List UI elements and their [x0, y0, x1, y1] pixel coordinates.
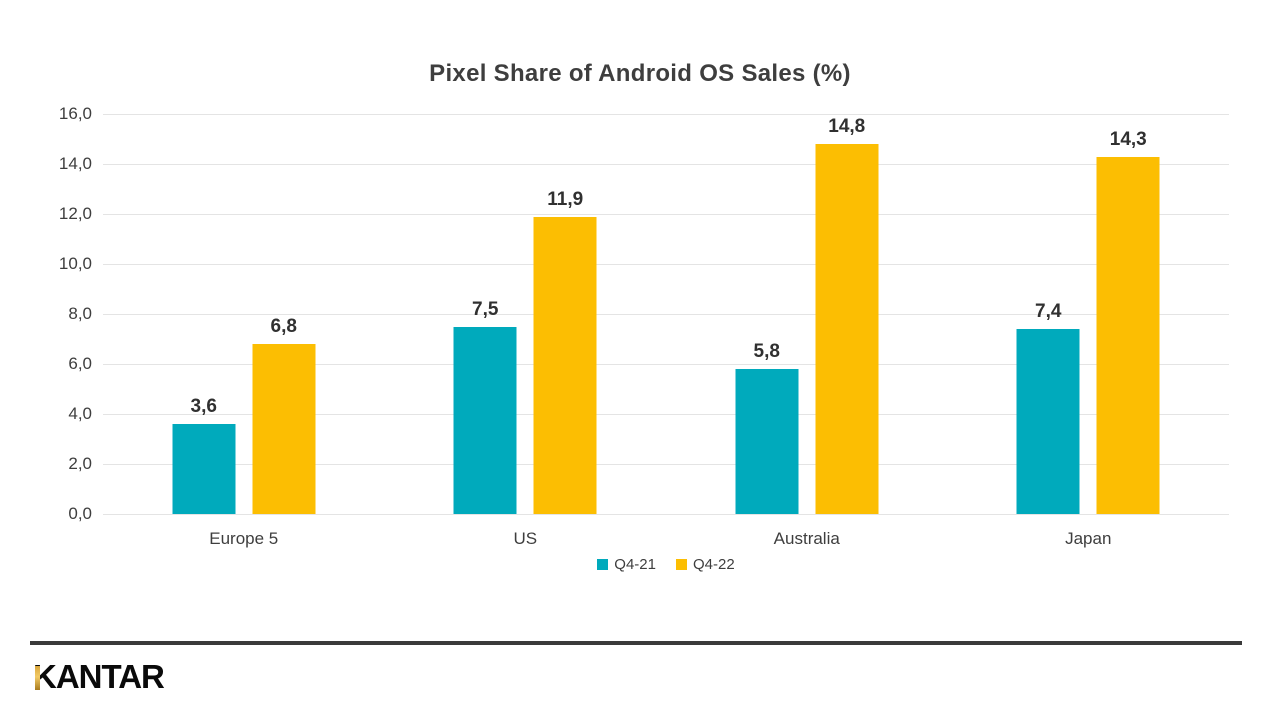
- chart-legend: Q4-21 Q4-22: [103, 556, 1229, 573]
- legend-label: Q4-22: [693, 556, 735, 573]
- legend-swatch-icon: [597, 559, 609, 570]
- bar-q4-22-us: 11,9: [533, 189, 597, 514]
- y-axis-tick-label: 0,0: [68, 504, 92, 523]
- y-axis-tick-label: 12,0: [58, 204, 92, 223]
- gridline: [103, 364, 1229, 365]
- y-axis-tick-label: 10,0: [58, 254, 92, 273]
- bar-q4-21-japan: 7,4: [1016, 301, 1080, 514]
- bar-value-label: 11,9: [547, 188, 584, 210]
- y-axis-tick-label: 16,0: [58, 104, 92, 123]
- bar-q4-21-australia: 5,8: [735, 341, 799, 514]
- gridline: [103, 464, 1229, 465]
- bar-q4-22-australia: 14,8: [815, 116, 879, 514]
- gridline: [103, 314, 1229, 315]
- kantar-logo-gold-stem-icon: [35, 666, 40, 690]
- x-axis-category-label-europe-5: Europe 5: [209, 529, 279, 548]
- y-axis-tick-label: 6,0: [68, 354, 92, 373]
- y-axis-tick-label: 8,0: [68, 304, 92, 323]
- legend-item-q4-21: Q4-21: [597, 556, 656, 573]
- bar-value-label: 6,8: [270, 316, 297, 337]
- legend-item-q4-22: Q4-22: [676, 556, 735, 573]
- gridline: [103, 414, 1229, 415]
- bar-q4-21-us: 7,5: [453, 299, 517, 514]
- footer-divider: [30, 641, 1242, 645]
- bar-value-label: 3,6: [190, 396, 217, 417]
- kantar-logo-text: KANTAR: [33, 658, 165, 695]
- gridline: [103, 214, 1229, 215]
- bar-value-label: 5,8: [753, 341, 780, 362]
- gridline: [103, 114, 1229, 115]
- bar-value-label: 14,3: [1109, 128, 1147, 150]
- bar-value-label: 7,5: [472, 298, 499, 320]
- x-axis-category-label-japan: Japan: [1065, 529, 1112, 548]
- legend-label: Q4-21: [614, 556, 656, 573]
- plot-area: 3,6 6,8 7,5 11,9 5,8 14,8 7,4 14,3: [103, 114, 1229, 515]
- bar-value-label: 14,8: [828, 116, 866, 137]
- bar-q4-21-europe-5: 3,6: [172, 396, 236, 514]
- y-axis-tick-label: 4,0: [68, 404, 92, 423]
- bar-q4-22-japan: 14,3: [1096, 129, 1160, 514]
- legend-swatch-icon: [676, 559, 687, 570]
- bar-group-australia: 5,8 14,8: [735, 116, 879, 514]
- bar-q4-22-europe-5: 6,8: [252, 316, 316, 514]
- y-axis-tick-label: 2,0: [68, 454, 92, 473]
- gridline: [103, 264, 1229, 265]
- chart-title: Pixel Share of Android OS Sales (%): [429, 60, 851, 87]
- y-axis-tick-label: 14,0: [58, 154, 92, 173]
- bar-group-us: 7,5 11,9: [453, 189, 597, 514]
- x-axis-category-label-us: US: [513, 529, 538, 548]
- bar-group-japan: 7,4 14,3: [1016, 129, 1160, 514]
- bar-group-europe-5: 3,6 6,8: [172, 316, 316, 514]
- x-axis-category-label-australia: Australia: [773, 529, 840, 548]
- kantar-logo: KANTAR: [33, 658, 165, 696]
- gridline: [103, 514, 1229, 515]
- gridline: [103, 164, 1229, 165]
- bar-value-label: 7,4: [1035, 301, 1062, 322]
